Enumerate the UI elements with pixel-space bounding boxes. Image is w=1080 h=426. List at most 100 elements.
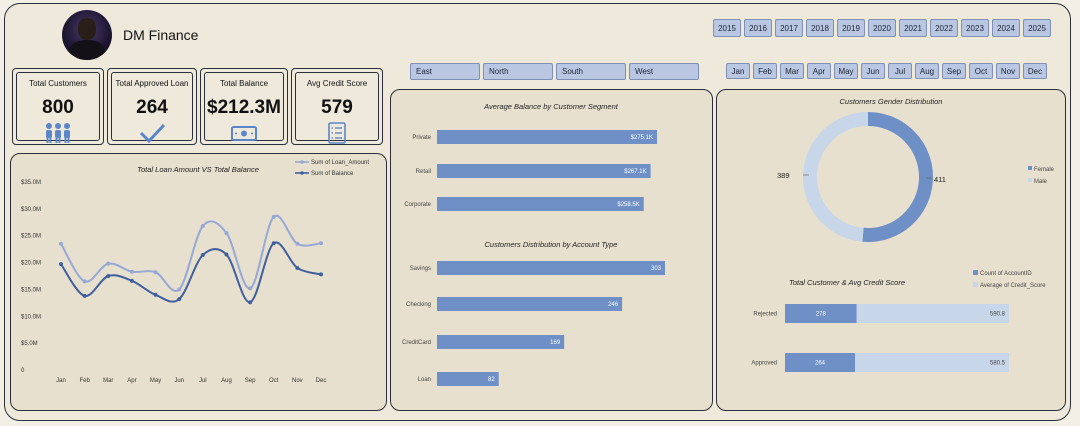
account-chart-bar <box>437 261 665 275</box>
series-point-0 <box>224 231 229 236</box>
month-button-sep[interactable]: Sep <box>942 63 966 79</box>
donut-legend-marker <box>1028 178 1032 182</box>
segment-chart-category-label: Retail <box>416 169 431 175</box>
month-button-aug[interactable]: Aug <box>915 63 939 79</box>
series-point-1 <box>177 297 182 302</box>
credit-chart-title: Total Customer & Avg Credit Score <box>789 278 905 287</box>
series-point-1 <box>295 265 300 270</box>
series-point-0 <box>82 279 87 284</box>
region-button-south[interactable]: South <box>556 63 626 80</box>
series-point-1 <box>59 262 63 267</box>
credit-count-label: 264 <box>815 361 826 367</box>
kpi-label: Total Approved Loan <box>115 79 189 88</box>
region-button-north[interactable]: North <box>483 63 553 80</box>
month-button-jan[interactable]: Jan <box>726 63 750 79</box>
region-slicer: East North South West <box>410 63 699 80</box>
month-button-dec[interactable]: Dec <box>1023 63 1047 79</box>
x-tick-label: May <box>150 378 161 384</box>
donut-legend-label: Male <box>1034 179 1048 185</box>
series-point-1 <box>200 253 205 258</box>
account-chart-category-label: Loan <box>418 377 431 383</box>
year-button-2016[interactable]: 2016 <box>744 19 772 37</box>
region-button-east[interactable]: East <box>410 63 480 80</box>
credit-count-label: 278 <box>816 312 827 318</box>
year-button-2022[interactable]: 2022 <box>930 19 958 37</box>
year-button-2025[interactable]: 2025 <box>1023 19 1051 37</box>
kpi-card-total-customers: Total Customers 800 <box>12 68 104 145</box>
series-point-0 <box>319 241 323 246</box>
series-point-0 <box>271 214 276 219</box>
donut-label-male: 389 <box>777 171 790 180</box>
legend-marker-1 <box>300 171 304 175</box>
kpi-label: Avg Credit Score <box>306 79 368 88</box>
x-tick-label: Feb <box>79 378 90 384</box>
region-button-west[interactable]: West <box>629 63 699 80</box>
month-button-jul[interactable]: Jul <box>888 63 912 79</box>
x-tick-label: Jun <box>174 378 184 384</box>
donut-label-female: 411 <box>934 175 946 184</box>
donut-slice-male <box>803 112 869 242</box>
x-tick-label: Aug <box>221 378 232 384</box>
year-button-2017[interactable]: 2017 <box>775 19 803 37</box>
month-button-jun[interactable]: Jun <box>861 63 885 79</box>
segment-chart-bar <box>437 130 657 144</box>
credit-bar-count <box>785 353 856 372</box>
account-chart-bar <box>437 372 499 386</box>
y-tick-label: $15.0M <box>21 287 41 293</box>
donut-slice-female <box>862 112 933 242</box>
brand-title: DM Finance <box>123 27 199 43</box>
year-button-2019[interactable]: 2019 <box>837 19 865 37</box>
month-button-nov[interactable]: Nov <box>996 63 1020 79</box>
account-chart-category-label: CreditCard <box>402 340 431 346</box>
segment-account-panel: Average Balance by Customer Segment Priva… <box>390 89 713 411</box>
month-button-oct[interactable]: Oct <box>969 63 993 79</box>
loan-balance-line-chart: Total Loan Amount VS Total Balance Sum of… <box>21 160 369 384</box>
year-button-2020[interactable]: 2020 <box>868 19 896 37</box>
credit-legend-label: Count of AccountID <box>980 271 1032 277</box>
account-chart-bar <box>437 297 623 311</box>
month-button-feb[interactable]: Feb <box>753 63 777 79</box>
month-slicer: Jan Feb Mar Apr May Jun Jul Aug Sep Oct Nov Dec <box>726 63 1047 79</box>
year-button-2018[interactable]: 2018 <box>806 19 834 37</box>
checkmark-icon <box>112 122 192 144</box>
kpi-value: 264 <box>136 97 168 118</box>
credit-bar-score <box>856 304 1009 323</box>
kpi-label: Total Customers <box>29 79 87 88</box>
donut-legend-label: Female <box>1034 167 1055 173</box>
month-button-mar[interactable]: Mar <box>780 63 804 79</box>
series-line-1 <box>60 241 322 304</box>
x-tick-label: Mar <box>103 378 113 384</box>
account-chart-category-label: Checking <box>406 302 431 308</box>
account-chart-data-label: 169 <box>550 340 561 346</box>
credit-legend-marker <box>973 270 978 275</box>
year-button-2015[interactable]: 2015 <box>713 19 741 37</box>
y-tick-label: 0 <box>21 368 25 374</box>
account-chart-bar <box>437 335 565 349</box>
credit-bar-score <box>855 353 1009 372</box>
kpi-card-avg-credit-score: Avg Credit Score 579 <box>291 68 383 145</box>
year-button-2024[interactable]: 2024 <box>992 19 1020 37</box>
kpi-card-total-approved-loan: Total Approved Loan 264 <box>107 68 197 145</box>
year-button-2021[interactable]: 2021 <box>899 19 927 37</box>
segment-chart-category-label: Corporate <box>404 202 431 208</box>
series-point-1 <box>248 300 253 305</box>
kpi-card-total-balance: Total Balance $212.3M <box>200 68 288 145</box>
month-button-may[interactable]: May <box>834 63 858 79</box>
gender-chart-title: Customers Gender Distribution <box>840 97 943 106</box>
month-button-apr[interactable]: Apr <box>807 63 831 79</box>
x-tick-label: Nov <box>292 378 303 384</box>
loan-balance-panel: Total Loan Amount VS Total Balance Sum of… <box>10 153 387 411</box>
x-tick-label: Sep <box>245 378 256 384</box>
kpi-value: $212.3M <box>207 97 281 118</box>
segment-chart-category-label: Private <box>412 135 431 141</box>
series-point-0 <box>59 241 63 246</box>
credit-score-label: 590.8 <box>990 312 1006 318</box>
year-button-2023[interactable]: 2023 <box>961 19 989 37</box>
legend-label-0: Sum of Loan_Amount <box>311 160 369 166</box>
account-chart-title: Customers Distribution by Account Type <box>485 240 618 249</box>
checklist-icon <box>296 122 378 144</box>
segment-chart-data-label: $258.5K <box>617 202 639 208</box>
y-tick-label: $30.0M <box>21 207 41 213</box>
legend-label-1: Sum of Balance <box>311 171 354 177</box>
series-point-0 <box>129 269 134 274</box>
